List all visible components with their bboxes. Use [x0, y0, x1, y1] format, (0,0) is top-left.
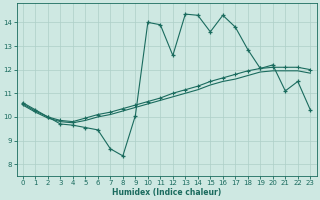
X-axis label: Humidex (Indice chaleur): Humidex (Indice chaleur): [112, 188, 221, 197]
